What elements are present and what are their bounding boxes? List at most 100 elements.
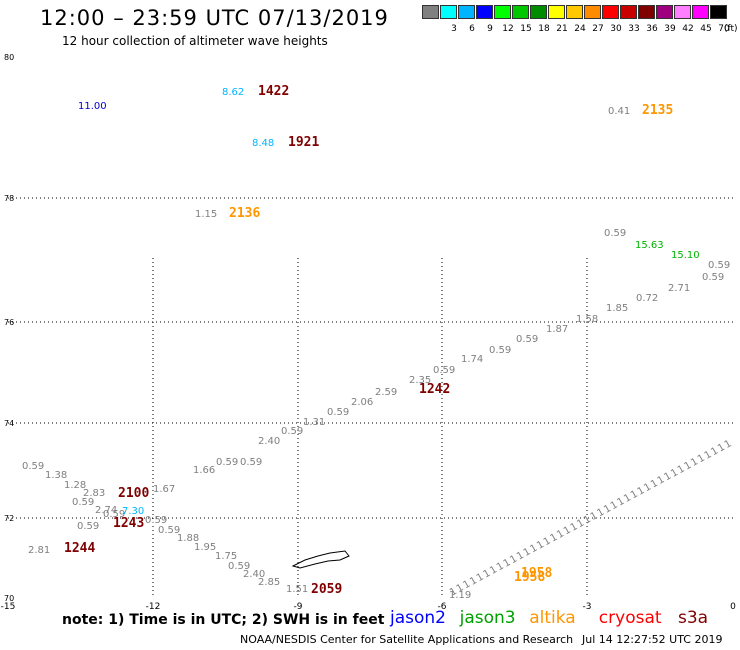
- track-tick: 1: [589, 510, 600, 523]
- swh-value: 2.81: [28, 545, 50, 556]
- swh-value: 1.28: [64, 480, 86, 491]
- swh-value: 2.59: [375, 387, 397, 398]
- dense-track-labels: 1111111111111111111111111111111111111111…: [448, 438, 734, 598]
- legend-label: 30: [610, 24, 622, 34]
- legend-label: 18: [538, 24, 550, 34]
- time-label: 1243: [113, 516, 144, 531]
- time-label: 1422: [258, 84, 289, 99]
- legend-swatch: [548, 5, 565, 19]
- track-tick: 1: [662, 471, 673, 484]
- legend-swatch: [458, 5, 475, 19]
- swh-value: 0.59: [433, 365, 455, 376]
- swh-value: 0.59: [702, 272, 724, 283]
- time-label: 1244: [64, 541, 95, 556]
- swh-value: 0.59: [327, 407, 349, 418]
- map-subtitle: 12 hour collection of altimeter wave hei…: [62, 34, 328, 48]
- legend-swatch: [566, 5, 583, 19]
- swh-value: 0.59: [516, 334, 538, 345]
- legend-swatch: [494, 5, 511, 19]
- legend-label: 12: [502, 24, 514, 34]
- swh-value: 0.59: [489, 345, 511, 356]
- swh-value: 1.67: [153, 484, 175, 495]
- track-tick: 1: [522, 546, 533, 559]
- track-tick: 1: [582, 514, 593, 527]
- swh-value: 7.30: [122, 506, 144, 517]
- track-tick: 1: [528, 543, 539, 556]
- track-tick: 1: [468, 575, 479, 588]
- swh-value: 1.51: [286, 584, 308, 595]
- legend-swatch: [512, 5, 529, 19]
- axis-labels: 80 78 76 74 72 70-15 -12 -9 -6 -3 0: [1, 53, 736, 612]
- satellite-s3a: s3a: [678, 608, 709, 628]
- swh-value: 1.87: [546, 324, 568, 335]
- lon-label: -15: [1, 602, 16, 612]
- track-tick: 1: [723, 438, 734, 451]
- swh-value: 2.85: [258, 577, 280, 588]
- swh-value: 0.59: [216, 457, 238, 468]
- legend-swatch: [710, 5, 727, 19]
- legend-swatch: [602, 5, 619, 19]
- swh-value: 1.88: [177, 533, 199, 544]
- swh-value: 8.48: [252, 138, 274, 149]
- swh-value: 15.10: [671, 250, 700, 261]
- lat-label: 72: [4, 514, 14, 523]
- swh-value: 0.59: [240, 457, 262, 468]
- swh-value: 2.06: [351, 397, 373, 408]
- legend-label: 70: [718, 24, 730, 34]
- swh-value: 8.62: [222, 87, 244, 98]
- track-tick: 1: [542, 535, 553, 548]
- track-tick: 1: [683, 460, 694, 473]
- track-tick: 1: [555, 528, 566, 541]
- time-label: 2059: [311, 582, 342, 597]
- swh-value: 0.59: [103, 509, 125, 520]
- legend-swatch: [530, 5, 547, 19]
- track-tick: 1: [595, 507, 606, 520]
- track-tick: 1: [656, 474, 667, 487]
- track-tick: 1: [636, 485, 647, 498]
- time-label: 1921: [288, 135, 319, 150]
- track-tick: 1: [696, 453, 707, 466]
- swh-value: 0.59: [281, 426, 303, 437]
- satellite-jason2: jason2: [390, 608, 446, 628]
- track-tick: 1: [535, 539, 546, 552]
- legend-label: 21: [556, 24, 568, 34]
- swh-value: 2.83: [83, 488, 105, 499]
- time-label: 1958: [521, 566, 552, 581]
- track-tick: 1: [689, 456, 700, 469]
- swh-value: 0.41: [608, 106, 630, 117]
- swh-value: 2.71: [668, 283, 690, 294]
- time-label: 2100: [118, 486, 149, 501]
- track-tick: 1: [495, 561, 506, 574]
- legend-label: 27: [592, 24, 604, 34]
- swh-value: 2.40: [258, 436, 280, 447]
- legend-label: 42: [682, 24, 694, 34]
- swh-value: 2.35: [409, 375, 431, 386]
- track-tick: 1: [515, 550, 526, 563]
- swh-value: 0.59: [145, 515, 167, 526]
- footer-note: note: 1) Time is in UTC; 2) SWH is in fe…: [62, 612, 385, 628]
- track-tick: 1: [488, 564, 499, 577]
- lat-label: 74: [4, 419, 14, 428]
- swh-labels: 11.00 8.62 1422 8.48 1921 0.41 2135 1.15 2136 0.5…: [22, 84, 730, 601]
- swh-value: 0.59: [158, 525, 180, 536]
- time-label: 2135: [642, 103, 673, 118]
- legend-swatch: [638, 5, 655, 19]
- track-tick: 1: [602, 503, 613, 516]
- track-tick: 1: [502, 557, 513, 570]
- track-tick: 1: [575, 517, 586, 530]
- swh-value: 0.72: [636, 293, 658, 304]
- satellite-altika: altika: [529, 608, 576, 628]
- track-tick: 1: [482, 568, 493, 581]
- legend-label: 9: [487, 24, 493, 34]
- lon-label: -3: [583, 602, 592, 612]
- swh-value: 0.59: [22, 461, 44, 472]
- track-tick: 1: [716, 442, 727, 455]
- lon-label: 0: [730, 602, 736, 612]
- track-tick: 1: [455, 582, 466, 595]
- swh-value: 1.15: [195, 209, 217, 220]
- track-tick: 1: [448, 586, 459, 599]
- track-tick: 1: [649, 478, 660, 491]
- swh-value: 1.31: [303, 417, 325, 428]
- swh-value: 0.59: [604, 228, 626, 239]
